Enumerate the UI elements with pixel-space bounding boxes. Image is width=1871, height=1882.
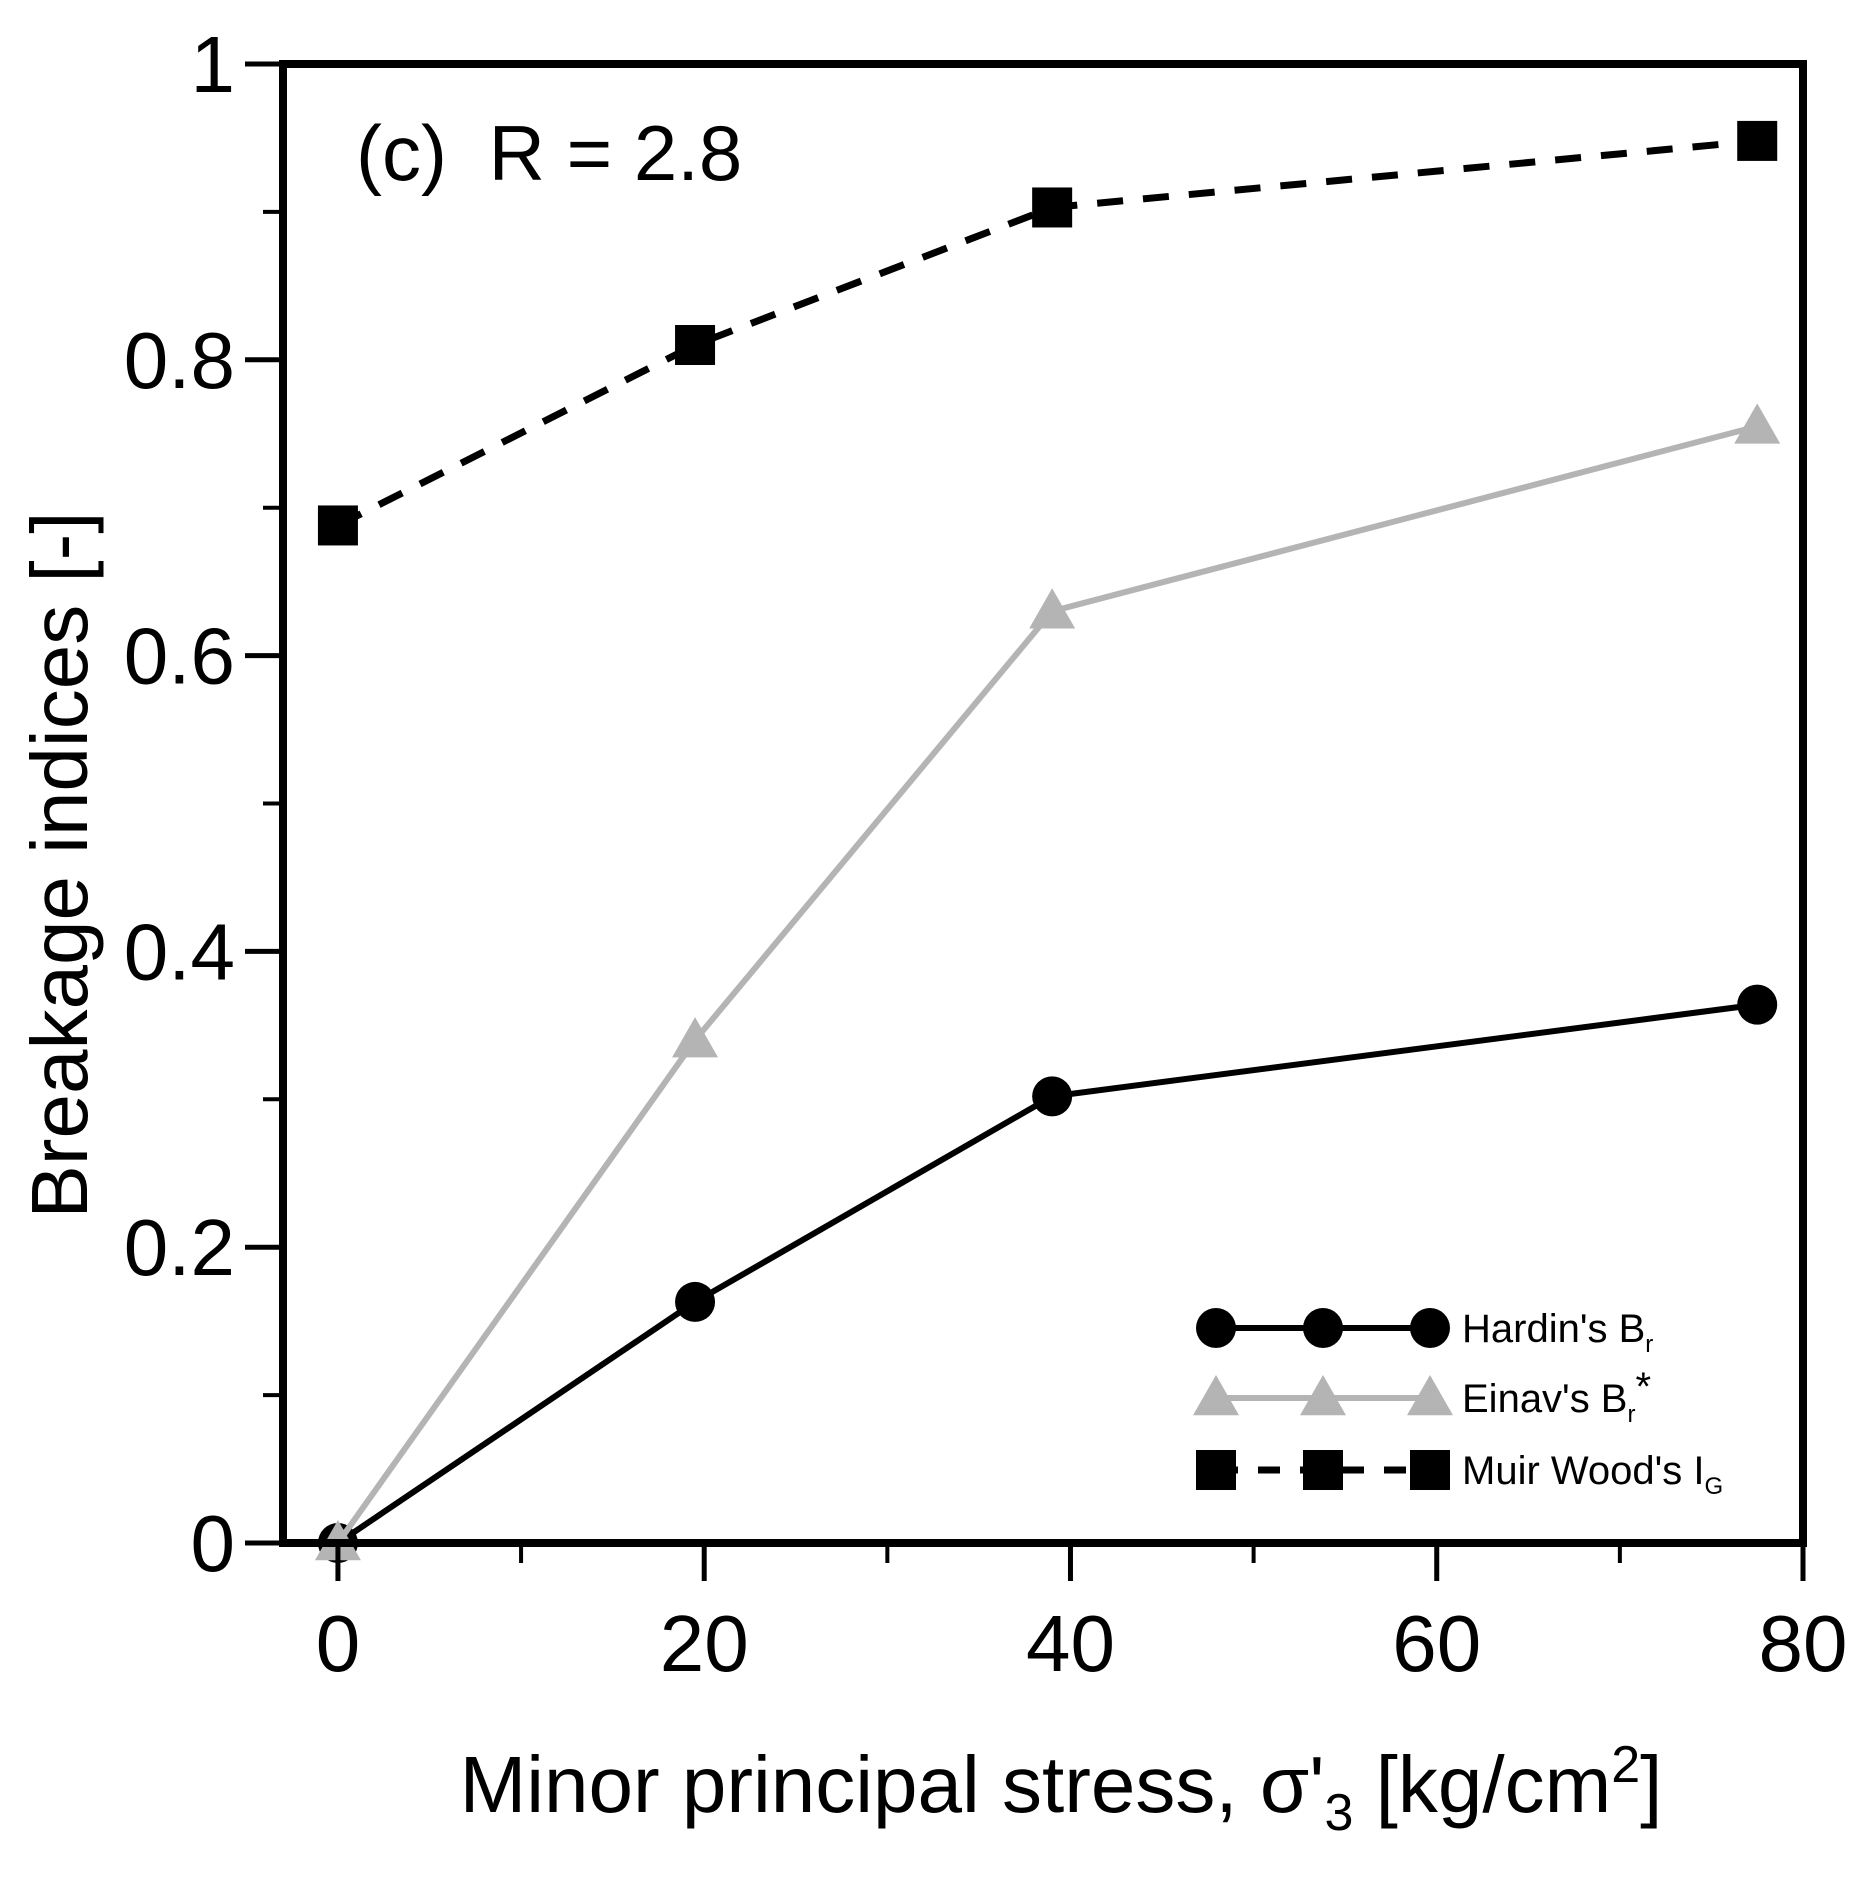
y-axis-title: Breakage indices [-] [15, 511, 104, 1218]
data-point-muir-wood-2 [1032, 187, 1073, 228]
x-axis-title-main: Minor principal stress, σ' [460, 1740, 1325, 1829]
legend-label-hardin: Hardin's Br [1462, 1307, 1653, 1358]
x-axis-title-subscript: 3 [1325, 1784, 1354, 1842]
legend-label-suffix-einav: * [1636, 1365, 1652, 1409]
x-axis-title-superscript: 2 [1611, 1736, 1640, 1794]
legend-label-base-einav: Einav's B [1462, 1377, 1628, 1421]
data-point-hardin-2 [1032, 1076, 1073, 1117]
panel-annotation-text: R = 2.8 [489, 109, 743, 197]
legend-label-sub-hardin: r [1645, 1331, 1653, 1358]
legend-marker-muir-wood-0 [1196, 1450, 1236, 1490]
legend-label-base-muir-wood: Muir Wood's I [1462, 1449, 1705, 1493]
data-point-einav-1 [672, 1017, 719, 1058]
series-line-einav [335, 423, 1758, 1545]
legend-entry-einav: Einav's Br* [1193, 1365, 1651, 1428]
legend-marker-einav-2 [1407, 1375, 1453, 1416]
panel-annotation-prefix: (c) [356, 109, 447, 197]
data-point-hardin-3 [1737, 984, 1778, 1025]
legend-marker-hardin-2 [1410, 1308, 1450, 1348]
x-tick-label-0: 0 [316, 1599, 361, 1688]
legend-marker-hardin-0 [1196, 1308, 1236, 1348]
data-point-einav-3 [1734, 403, 1781, 444]
y-tick-label-0.8: 0.8 [124, 316, 235, 405]
x-tick-label-60: 60 [1392, 1599, 1481, 1688]
panel-annotation: (c) R = 2.8 [356, 109, 742, 197]
data-point-hardin-1 [675, 1281, 716, 1322]
series-muir-wood [317, 120, 1778, 546]
series-line-muir-wood [336, 137, 1758, 529]
legend-label-base-hardin: Hardin's B [1462, 1307, 1645, 1351]
legend-marker-einav-0 [1193, 1375, 1239, 1416]
legend-marker-hardin-1 [1303, 1308, 1343, 1348]
legend-marker-einav-1 [1300, 1375, 1346, 1416]
x-tick-label-80: 80 [1759, 1599, 1848, 1688]
legend-label-muir-wood: Muir Wood's IG [1462, 1449, 1723, 1500]
y-tick-label-0.4: 0.4 [124, 907, 235, 996]
data-point-muir-wood-1 [675, 325, 716, 366]
legend-marker-muir-wood-2 [1410, 1450, 1450, 1490]
legend-label-einav: Einav's Br* [1462, 1365, 1651, 1428]
y-tick-label-0.6: 0.6 [124, 612, 235, 701]
data-point-muir-wood-3 [1737, 120, 1778, 161]
series-line-hardin [336, 1001, 1758, 1546]
x-tick-label-40: 40 [1026, 1599, 1115, 1688]
series-layer [314, 120, 1781, 1563]
data-point-muir-wood-0 [317, 505, 358, 546]
data-point-einav-2 [1029, 588, 1076, 629]
legend-marker-muir-wood-1 [1303, 1450, 1343, 1490]
x-axis-title-close: ] [1640, 1740, 1662, 1829]
legend-label-sub-muir-wood: G [1705, 1473, 1724, 1500]
legend-entry-muir-wood: Muir Wood's IG [1196, 1449, 1723, 1500]
y-tick-label-1: 1 [191, 20, 236, 109]
x-axis-title: Minor principal stress, σ'3 [kg/cm2] [460, 1736, 1663, 1842]
y-tick-label-0: 0 [191, 1499, 236, 1588]
legend-entry-hardin: Hardin's Br [1196, 1307, 1653, 1358]
axes-layer: 0 20 40 60 80 0 0.2 0.4 0.6 0.8 1 [124, 20, 1848, 1688]
x-axis-title-unit: [kg/cm [1353, 1740, 1611, 1829]
y-tick-label-0.2: 0.2 [124, 1203, 235, 1292]
x-tick-label-20: 20 [660, 1599, 749, 1688]
legend-label-sub-einav: r [1628, 1401, 1636, 1428]
